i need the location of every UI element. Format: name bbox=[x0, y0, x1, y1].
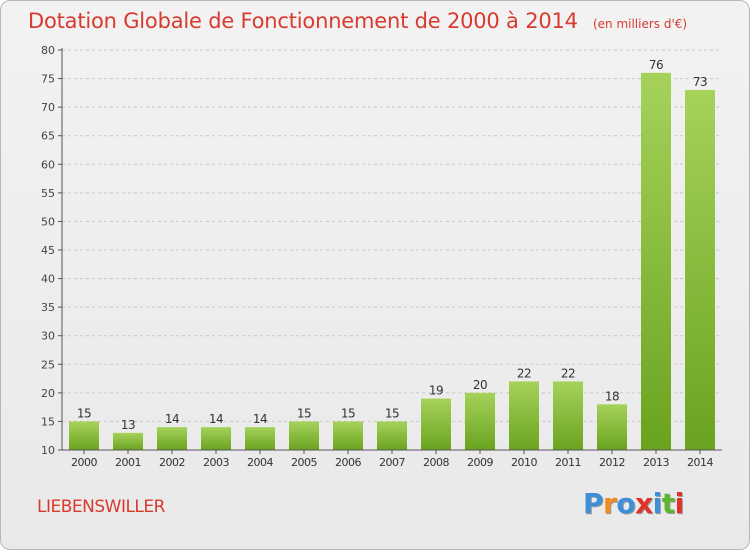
chart-subtitle: (en milliers d'€) bbox=[592, 17, 688, 31]
bar-2007 bbox=[377, 421, 407, 450]
bar-value-label: 14 bbox=[209, 412, 223, 426]
logo-letter: o bbox=[616, 487, 636, 520]
bar-2010 bbox=[509, 381, 539, 450]
bar-value-label: 15 bbox=[77, 406, 91, 420]
y-tick-label: 50 bbox=[41, 215, 55, 228]
y-tick-label: 60 bbox=[41, 158, 55, 171]
y-tick-label: 65 bbox=[41, 130, 55, 143]
bar-value-label: 19 bbox=[429, 384, 443, 398]
x-tick-label: 2007 bbox=[379, 456, 405, 469]
bar-value-label: 20 bbox=[473, 378, 487, 392]
bar-value-label: 18 bbox=[605, 389, 619, 403]
y-tick-label: 75 bbox=[41, 73, 55, 86]
y-tick-label: 70 bbox=[41, 101, 55, 114]
x-tick-label: 2006 bbox=[335, 456, 361, 469]
logo-letter: i bbox=[652, 487, 663, 520]
bar-2002 bbox=[157, 427, 187, 450]
x-tick-label: 2012 bbox=[599, 456, 625, 469]
logo-letter: t bbox=[661, 487, 675, 520]
x-tick-label: 2001 bbox=[115, 456, 141, 469]
bar-value-label: 13 bbox=[121, 418, 135, 432]
y-tick-label: 30 bbox=[41, 330, 55, 343]
bar-2011 bbox=[553, 381, 583, 450]
title-row: Dotation Globale de Fonctionnement de 20… bbox=[28, 9, 687, 33]
bar-value-label: 15 bbox=[297, 406, 311, 420]
bar-value-label: 14 bbox=[165, 412, 179, 426]
bar-2008 bbox=[421, 398, 451, 450]
bar-value-label: 15 bbox=[385, 406, 399, 420]
bar-value-label: 22 bbox=[517, 366, 531, 380]
bar-2006 bbox=[333, 421, 363, 450]
x-tick-label: 2014 bbox=[687, 456, 713, 469]
y-tick-label: 20 bbox=[41, 387, 55, 400]
y-tick-label: 25 bbox=[41, 358, 55, 371]
y-tick-label: 55 bbox=[41, 187, 55, 200]
y-tick-label: 80 bbox=[41, 44, 55, 57]
x-tick-label: 2009 bbox=[467, 456, 493, 469]
y-tick-label: 15 bbox=[41, 415, 55, 428]
chart-title: Dotation Globale de Fonctionnement de 20… bbox=[28, 9, 578, 33]
bar-value-label: 22 bbox=[561, 366, 575, 380]
bar-2013 bbox=[641, 72, 671, 450]
bar-2001 bbox=[113, 432, 143, 450]
bar-value-label: 76 bbox=[649, 58, 663, 72]
bar-2004 bbox=[245, 427, 275, 450]
x-tick-label: 2003 bbox=[203, 456, 229, 469]
bar-value-label: 15 bbox=[341, 406, 355, 420]
commune-name: LIEBENSWILLER bbox=[37, 497, 165, 517]
y-tick-label: 45 bbox=[41, 244, 55, 257]
logo-letter: P bbox=[583, 487, 604, 520]
proxiti-logo[interactable]: Proxiti bbox=[583, 487, 684, 520]
x-tick-label: 2011 bbox=[555, 456, 581, 469]
bar-value-label: 73 bbox=[693, 75, 707, 89]
x-tick-label: 2005 bbox=[291, 456, 317, 469]
logo-letter: x bbox=[635, 487, 653, 520]
x-tick-label: 2002 bbox=[159, 456, 185, 469]
x-tick-label: 2010 bbox=[511, 456, 537, 469]
bar-2003 bbox=[201, 427, 231, 450]
bar-2005 bbox=[289, 421, 319, 450]
x-tick-label: 2013 bbox=[643, 456, 669, 469]
x-tick-label: 2004 bbox=[247, 456, 273, 469]
bar-2009 bbox=[465, 392, 495, 450]
bar-2014 bbox=[685, 90, 715, 450]
bar-2000 bbox=[69, 421, 99, 450]
y-tick-label: 40 bbox=[41, 273, 55, 286]
logo-letter: i bbox=[674, 487, 685, 520]
logo-letter: r bbox=[603, 487, 617, 520]
bar-2012 bbox=[597, 404, 627, 450]
y-tick-label: 35 bbox=[41, 301, 55, 314]
x-tick-label: 2008 bbox=[423, 456, 449, 469]
bar-value-label: 14 bbox=[253, 412, 267, 426]
x-tick-label: 2000 bbox=[71, 456, 97, 469]
y-tick-label: 10 bbox=[41, 444, 55, 457]
